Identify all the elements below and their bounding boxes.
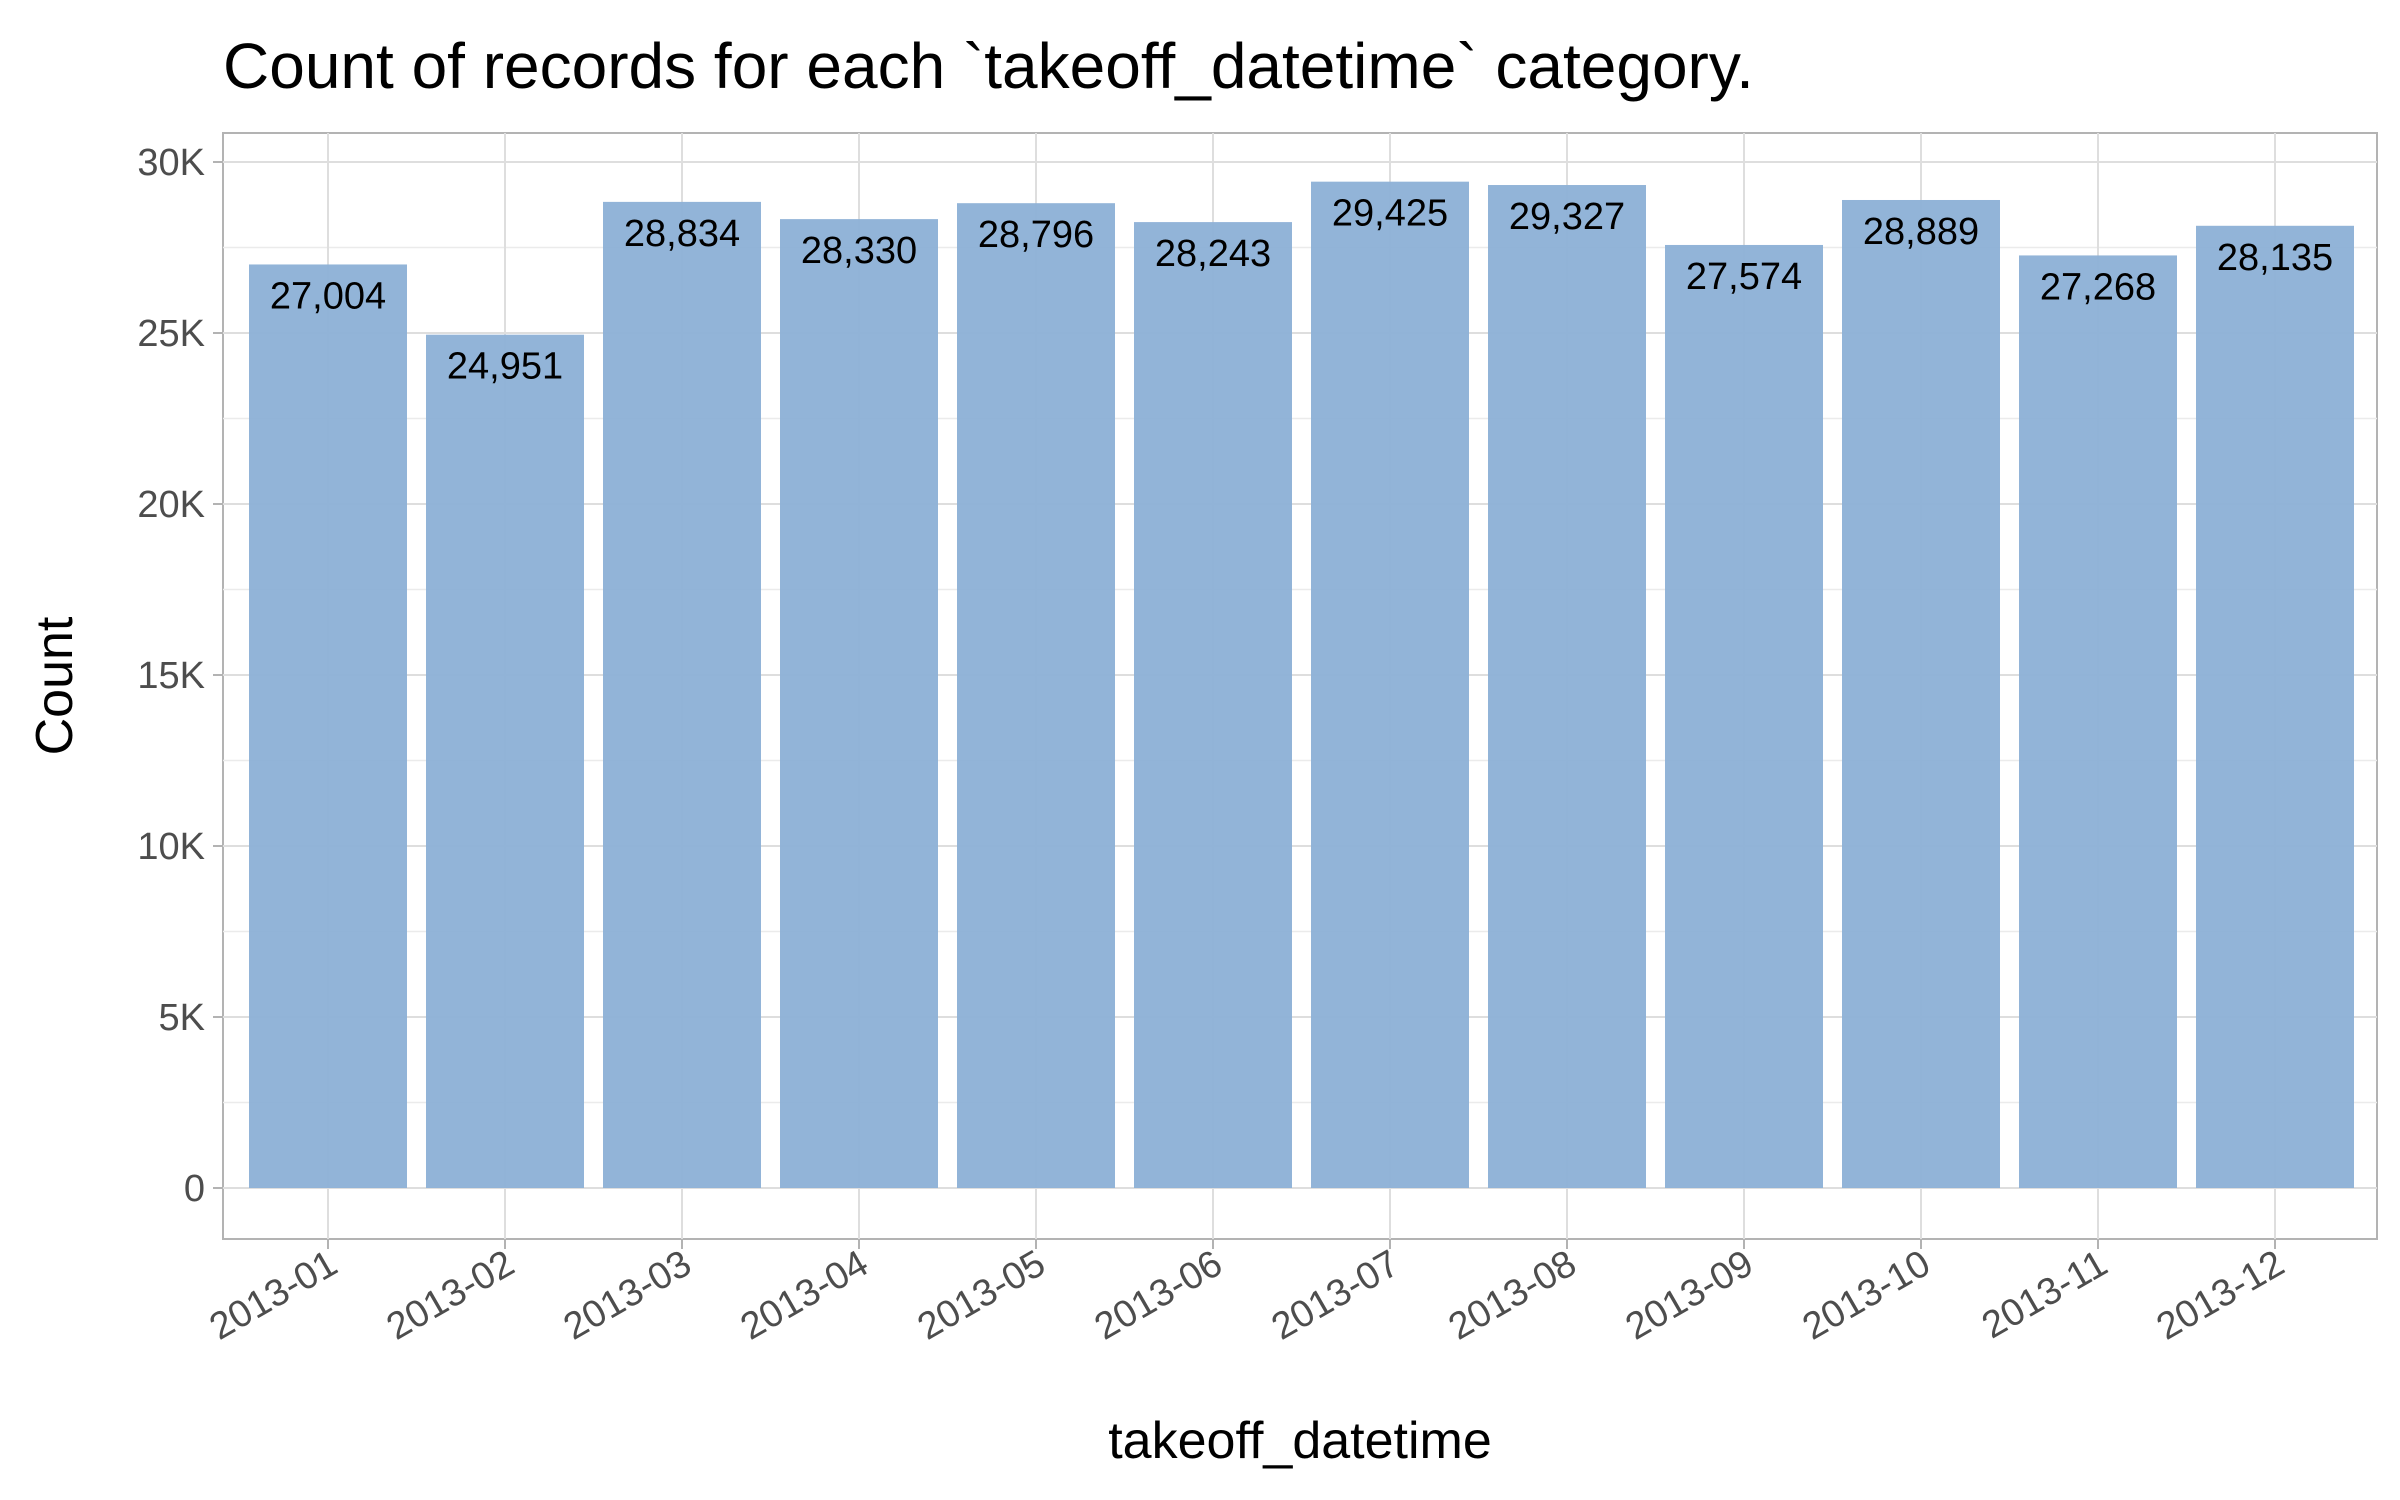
bar-value-label: 29,327 [1509, 196, 1625, 238]
y-tick-label: 5K [159, 997, 205, 1039]
bar-value-label: 27,004 [270, 275, 386, 317]
bar-value-label: 24,951 [447, 346, 563, 388]
chart-title: Count of records for each `takeoff_datet… [223, 30, 1754, 102]
bar-value-label: 28,796 [978, 214, 1094, 256]
bar [249, 264, 407, 1188]
y-tick-label: 20K [137, 484, 205, 526]
x-tick-label: 2013-12 [2150, 1242, 2292, 1348]
bar-value-label: 29,425 [1332, 193, 1448, 235]
bar-value-label: 28,889 [1863, 211, 1979, 253]
bar [957, 203, 1115, 1188]
bar-value-label: 28,243 [1155, 233, 1271, 275]
bar [603, 201, 761, 1188]
x-axis-title: takeoff_datetime [1108, 1412, 1492, 1470]
y-tick-label: 25K [137, 313, 205, 355]
bar [780, 219, 938, 1188]
bar-value-label: 28,834 [624, 213, 740, 255]
bar [2019, 255, 2177, 1189]
bar [1842, 199, 2000, 1188]
x-tick-label: 2013-02 [380, 1242, 522, 1348]
x-tick-label: 2013-08 [1442, 1242, 1584, 1348]
y-tick-label: 15K [137, 655, 205, 697]
x-tick-label: 2013-06 [1088, 1242, 1230, 1348]
bar [1311, 181, 1469, 1189]
bar [2196, 225, 2354, 1188]
x-tick-label: 2013-10 [1796, 1242, 1938, 1348]
bar [426, 334, 584, 1189]
x-tick-label: 2013-11 [1975, 1242, 2114, 1347]
y-tick-label: 10K [137, 826, 205, 868]
x-tick-label: 2013-04 [734, 1242, 876, 1348]
x-tick-label: 2013-03 [557, 1242, 699, 1348]
bars: 27,004 24,951 28,834 28,330 28,796 28,243 29,4… [249, 181, 2354, 1189]
y-axis-title: Count [26, 616, 84, 755]
x-tick-label: 2013-01 [203, 1242, 345, 1348]
bar-value-label: 28,135 [2217, 237, 2333, 279]
x-tick-label: 2013-07 [1265, 1242, 1407, 1348]
x-tick-label: 2013-05 [911, 1242, 1053, 1348]
y-tick-label: 30K [137, 142, 205, 184]
y-tick-label: 0 [184, 1168, 205, 1210]
x-tick-label: 2013-09 [1619, 1242, 1761, 1348]
bar-value-label: 28,330 [801, 230, 917, 272]
bar-value-label: 27,574 [1686, 256, 1802, 298]
bar [1134, 222, 1292, 1188]
bar-value-label: 27,268 [2040, 266, 2156, 308]
bar [1665, 244, 1823, 1189]
bar [1488, 185, 1646, 1188]
